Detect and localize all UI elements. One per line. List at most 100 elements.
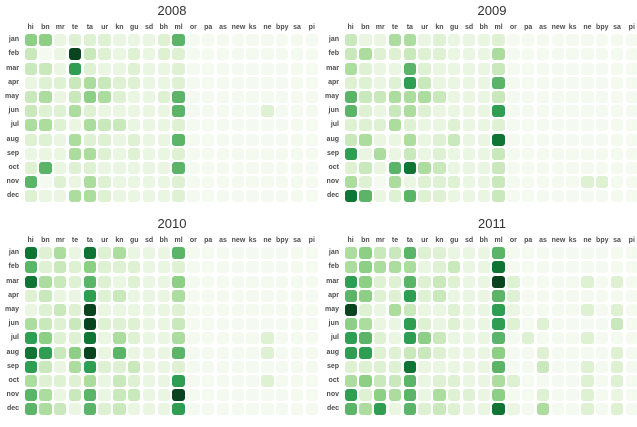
heatmap-cell [54,275,67,288]
column-header-as: as [539,24,547,31]
heatmap-cell [344,62,357,75]
heatmap-cell [246,346,259,359]
heatmap-cell [448,133,461,146]
corner-spacer [1,23,22,32]
heatmap-cell [261,261,274,274]
heatmap-cell [68,147,82,160]
column-header-ne: ne [263,237,272,244]
heatmap-cell [507,332,520,345]
heatmap-cell [507,261,520,274]
row-label-aug: aug [326,135,339,143]
heatmap-cell [625,34,637,47]
heatmap-cell [187,48,200,61]
heatmap-cell [448,48,461,61]
row-label-oct: oct [328,163,340,171]
heatmap-cell [172,133,185,146]
row-label-may: may [324,92,339,100]
column-header-ta: ta [406,237,413,244]
heatmap-cell [507,90,520,103]
heatmap-cell [246,275,259,288]
heatmap-cell [403,332,416,345]
heatmap-cell [231,190,244,203]
heatmap-cell [610,332,624,345]
heatmap-cell [276,332,289,345]
chart-title-2011: 2011 [478,216,506,231]
heatmap-cell [142,289,156,302]
heatmap-cell [24,62,37,75]
heatmap-cell [596,360,609,373]
heatmap-cell [625,133,637,146]
heatmap-cell [448,318,461,331]
heatmap-cell [54,303,67,316]
heatmap-cell [172,289,185,302]
heatmap-cell [596,403,609,416]
heatmap-cell [202,133,215,146]
heatmap-cell [374,289,387,302]
heatmap-cell [276,261,289,274]
heatmap-cell [448,119,461,132]
heatmap-cell [128,261,141,274]
column-header-bh: bh [159,237,169,244]
heatmap-cell [83,76,96,89]
heatmap-cell [403,76,416,89]
heatmap-cell [551,247,564,260]
heatmap-cell [54,318,67,331]
heatmap-cell [216,105,230,118]
heatmap-cell [433,34,446,47]
heatmap-cell [305,389,318,402]
heatmap-cell [290,403,304,416]
heatmap-cell [128,133,141,146]
heatmap-cell [596,303,609,316]
column-header-mr: mr [55,24,65,31]
heatmap-cell [276,303,289,316]
row-label-jul: jul [10,121,19,129]
heatmap-cell [403,105,416,118]
heatmap-cell [246,48,259,61]
heatmap-cell [113,374,126,387]
heatmap-cell [290,176,304,189]
heatmap-cell [625,105,637,118]
column-header-pi: pi [628,237,635,244]
heatmap-cell [128,34,141,47]
heatmap-cell [39,318,52,331]
heatmap-cell [39,374,52,387]
heatmap-cell [418,90,431,103]
heatmap-cell [625,48,637,61]
heatmap-cell [54,176,67,189]
heatmap-cell [98,190,111,203]
heatmap-cell [305,261,318,274]
heatmap-cell [113,289,126,302]
column-header-bpy: bpy [276,237,289,244]
heatmap-cell [68,76,82,89]
heatmap-cell [448,62,461,75]
heatmap-cell [359,147,372,160]
heatmap-cell [54,332,67,345]
heatmap-cell [113,261,126,274]
heatmap-cell [305,176,318,189]
heatmap-cell [157,374,170,387]
heatmap-cell [68,176,82,189]
heatmap-cell [359,90,372,103]
heatmap-cell [610,34,624,47]
column-header-te: te [391,24,399,31]
row-label-jun: jun [8,320,20,328]
row-label-sep: sep [6,362,19,370]
heatmap-cell [128,190,141,203]
heatmap-cell [142,374,156,387]
heatmap-cell [216,275,230,288]
heatmap-cell [246,176,259,189]
heatmap-cell [388,190,402,203]
heatmap-cell [83,119,96,132]
heatmap-cell [359,133,372,146]
heatmap-cell [98,147,111,160]
heatmap-cell [246,360,259,373]
heatmap-cell [83,161,96,174]
heatmap-cell [433,48,446,61]
heatmap-cell [418,176,431,189]
heatmap-cell [551,303,564,316]
heatmap-cell [113,48,126,61]
column-header-ne: ne [583,237,592,244]
heatmap-cell [403,161,416,174]
heatmap-cell [113,332,126,345]
heatmap-cell [83,133,96,146]
